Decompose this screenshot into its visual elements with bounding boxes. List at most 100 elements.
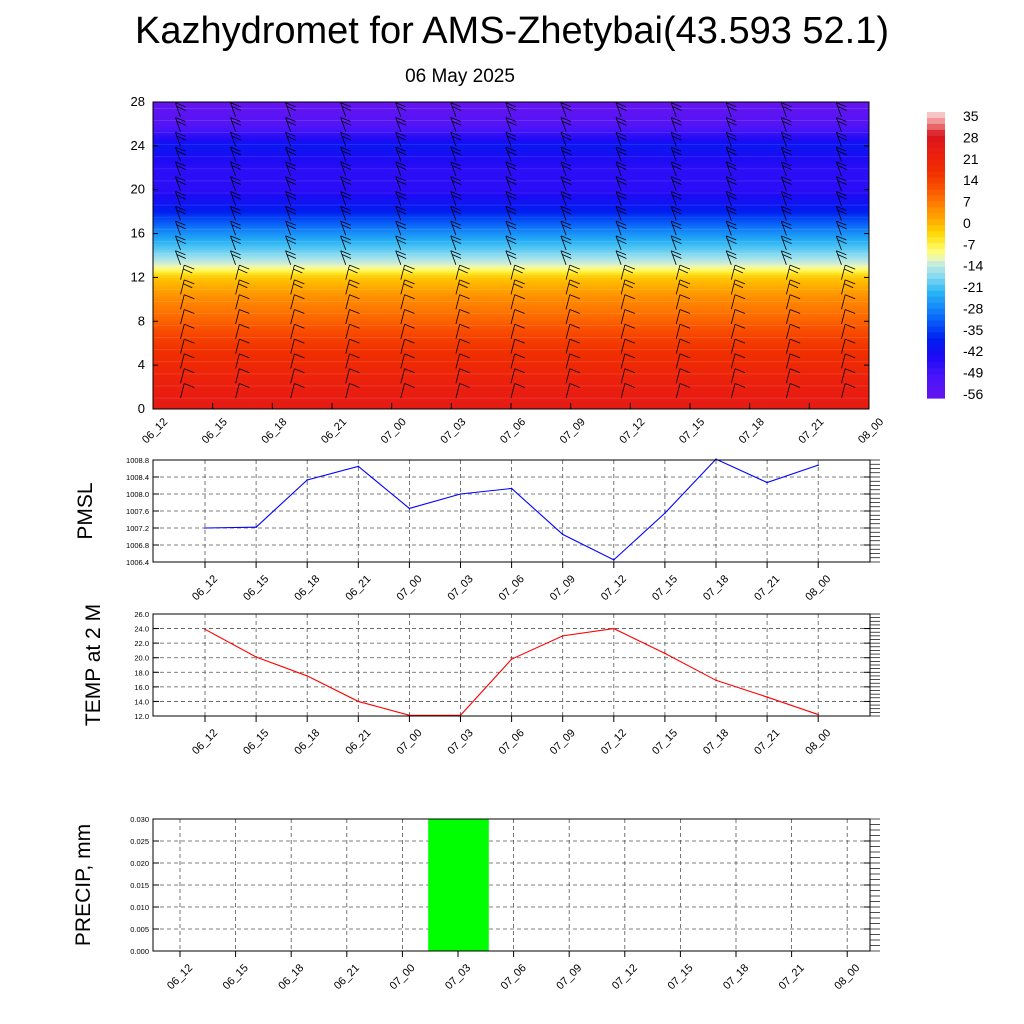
colorbar-swatch [927, 296, 945, 304]
wind-barb-feather [845, 309, 856, 314]
colorbar-swatch [927, 290, 945, 298]
wind-barb-feather [175, 205, 186, 211]
y-tick-label: 20.0 [134, 654, 149, 663]
wind-barb-feather [459, 368, 470, 374]
x-tick-label: 07_18 [721, 962, 751, 992]
wind-barb-feather [341, 254, 352, 259]
wind-barb-staff [730, 368, 736, 384]
colorbar-swatch [927, 183, 945, 191]
y-tick-label: 20 [131, 182, 145, 197]
wind-barb-feather [569, 383, 580, 388]
wind-barb-feather [175, 220, 186, 226]
wind-barb-feather [395, 191, 406, 196]
y-tick-label: 1008.0 [126, 490, 149, 499]
wind-barb-feather [727, 165, 737, 171]
wind-barb-staff [725, 146, 732, 162]
wind-barb-feather [670, 191, 682, 196]
wind-barb-staff [565, 264, 571, 280]
wind-barb-staff [841, 294, 846, 310]
colorbar-swatch [927, 249, 945, 256]
wind-barb-feather [395, 131, 406, 137]
data-point [817, 713, 819, 716]
wind-barb-feather [514, 368, 525, 374]
wind-barb-feather [404, 353, 415, 359]
wind-barb-staff [725, 206, 732, 221]
wind-barb-feather [734, 279, 746, 285]
wind-barb-staff [285, 191, 292, 206]
wind-barb-feather [231, 165, 242, 171]
wind-barb-feather [845, 368, 856, 374]
wind-barb-feather [230, 220, 241, 226]
wind-barb-staff [780, 146, 787, 162]
wind-barb-staff [725, 176, 732, 191]
wind-barb-feather [734, 353, 746, 359]
wind-barb-staff [180, 338, 185, 354]
wind-barb-staff [505, 102, 512, 117]
colorbar-label: 28 [963, 129, 979, 145]
wind-barb-feather [340, 131, 351, 137]
wind-barb-feather [231, 106, 242, 111]
wind-barb-staff [785, 324, 791, 339]
wind-barb-feather [836, 191, 847, 196]
wind-barb-staff [670, 191, 677, 206]
wind-barb-feather [624, 338, 636, 344]
colorbar-label: -7 [963, 236, 976, 252]
precip-bar [428, 819, 489, 951]
wind-barb-feather [348, 283, 358, 289]
x-tick-label: 07_00 [394, 727, 424, 757]
wind-barb-feather [349, 353, 360, 359]
wind-barb-staff [400, 264, 405, 280]
wind-barb-feather [231, 224, 242, 230]
colorbar-swatch [927, 356, 945, 363]
wind-barb-staff [450, 176, 457, 191]
colorbar-swatch [927, 332, 945, 340]
colorbar-swatch [927, 159, 945, 167]
wind-barb-staff [235, 353, 240, 369]
wind-barb-staff [615, 117, 622, 132]
x-tick-label: 07_03 [446, 573, 476, 603]
wind-barb-staff [841, 368, 846, 384]
wind-barb-feather [505, 117, 517, 122]
wind-barb-feather [451, 150, 462, 156]
wind-barb-feather [788, 268, 799, 274]
wind-barb-staff [340, 206, 347, 221]
wind-barb-feather [624, 383, 636, 388]
wind-barb-feather [176, 209, 186, 215]
wind-barb-staff [615, 250, 622, 265]
x-tick-label: 07_15 [650, 573, 680, 603]
x-tick-label: 06_21 [343, 573, 373, 603]
wind-barb-feather [505, 146, 517, 152]
wind-barb-staff [230, 176, 236, 191]
precip-plot: 0.000 0.005 0.010 0.015 0.020 0.025 0.030 06_12… [72, 815, 880, 992]
wind-barb-feather [670, 205, 682, 211]
wind-barb-feather [176, 254, 186, 259]
wind-barb-staff [340, 146, 347, 162]
y-tick-label: 12.0 [134, 712, 149, 721]
colorbar-swatch [927, 141, 945, 149]
wind-barb-staff [345, 309, 350, 325]
wind-barb-staff [510, 338, 516, 354]
wind-barb-feather [615, 205, 627, 211]
wind-barb-staff [725, 132, 732, 147]
wind-barb-feather [285, 117, 296, 122]
x-tick-label: 08_00 [803, 573, 833, 603]
x-tick-label: 07_00 [379, 416, 409, 446]
wind-barb-staff [505, 146, 512, 162]
x-tick-label: 07_06 [497, 727, 527, 757]
wind-barb-feather [514, 279, 525, 285]
wind-barb-feather [562, 180, 572, 185]
y-tick-label: 26.0 [134, 610, 149, 619]
x-tick-label: 06_12 [140, 416, 170, 446]
wind-barb-feather [286, 120, 297, 126]
wind-barb-feather [459, 353, 470, 359]
wind-barb-staff [450, 102, 457, 117]
wind-barb-feather [184, 309, 195, 314]
wind-barb-feather [672, 224, 682, 230]
wind-barb-feather [340, 235, 351, 241]
wind-barb-feather [285, 102, 296, 108]
wind-barb-feather [396, 180, 407, 185]
wind-barb-feather [505, 235, 517, 241]
wind-barb-feather [789, 353, 801, 359]
wind-barb-feather [617, 135, 627, 141]
wind-barb-feather [184, 338, 195, 344]
